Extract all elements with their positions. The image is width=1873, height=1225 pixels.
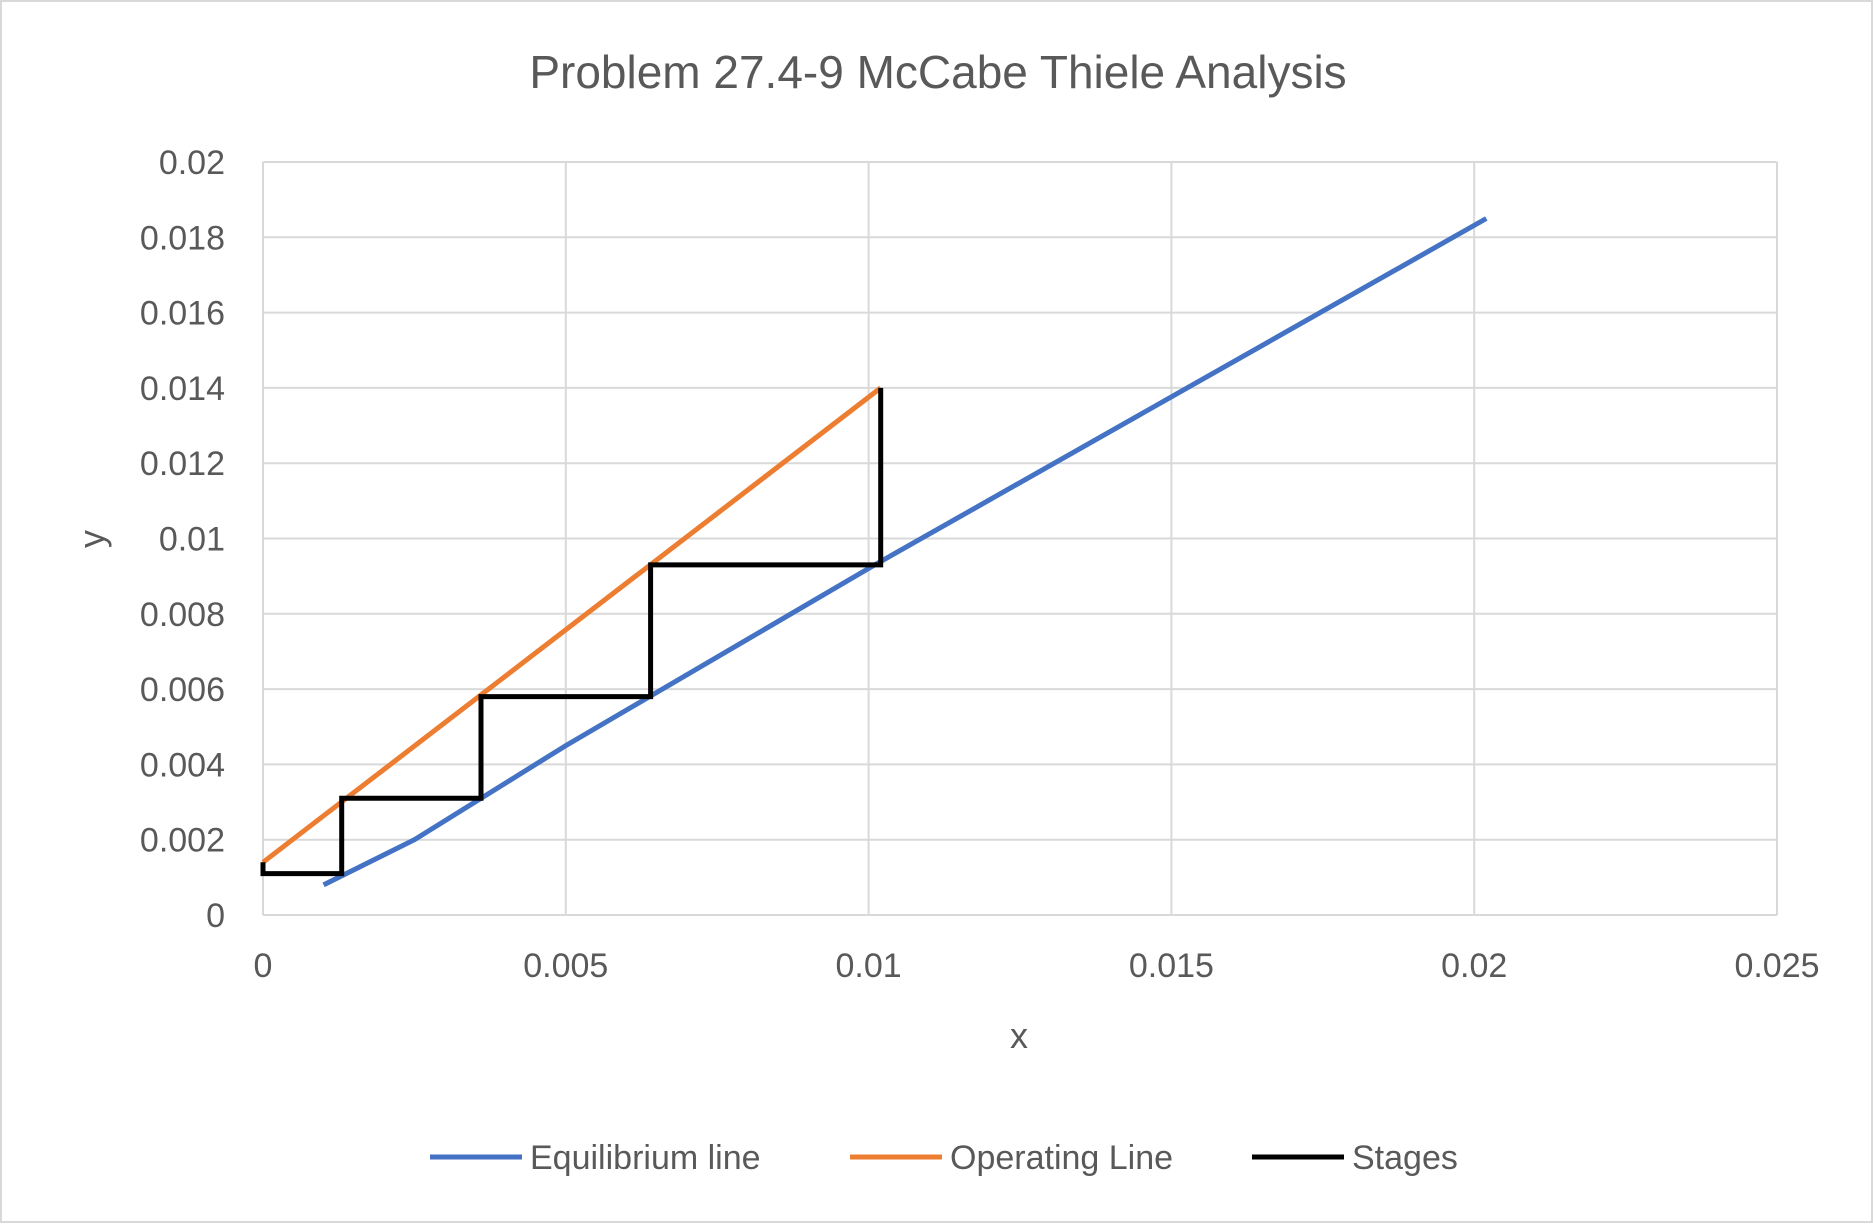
- x-axis-title: x: [1010, 1015, 1028, 1056]
- legend-item-stages: Stages: [1252, 1139, 1458, 1177]
- series-operating-line: [261, 385, 883, 865]
- chart-title: Problem 27.4-9 McCabe Thiele Analysis: [529, 46, 1346, 98]
- y-tick-label: 0.014: [140, 370, 225, 408]
- legend-label: Stages: [1352, 1139, 1458, 1177]
- x-tick-label: 0.005: [523, 947, 608, 985]
- x-tick-label: 0.025: [1734, 947, 1819, 985]
- y-tick-label: 0.008: [140, 596, 225, 634]
- series-equilibrium-line: [322, 216, 1488, 888]
- legend-label: Operating Line: [950, 1139, 1173, 1177]
- x-tick-label: 0.02: [1441, 947, 1507, 985]
- x-tick-label: 0.01: [836, 947, 902, 985]
- series-stages: [260, 387, 884, 877]
- y-tick-label: 0.006: [140, 671, 225, 709]
- y-tick-label: 0.016: [140, 295, 225, 333]
- y-tick-label: 0.02: [159, 144, 225, 182]
- legend-label: Equilibrium line: [530, 1139, 761, 1177]
- legend: Equilibrium line Operating Line Stages: [430, 1139, 1458, 1177]
- x-axis-ticks: 0 0.005 0.01 0.015 0.02 0.025: [254, 947, 1820, 985]
- y-axis-ticks: 0 0.002 0.004 0.006 0.008 0.01 0.012 0.014 0.016…: [140, 144, 225, 935]
- x-tick-label: 0.015: [1129, 947, 1214, 985]
- gridlines: [262, 161, 1778, 916]
- series-lines: [260, 216, 1488, 888]
- y-axis-title: y: [71, 530, 112, 548]
- y-tick-label: 0.012: [140, 445, 225, 483]
- x-tick-label: 0: [254, 947, 273, 985]
- y-tick-label: 0.01: [159, 521, 225, 559]
- y-tick-label: 0.002: [140, 822, 225, 860]
- legend-item-equilibrium-line: Equilibrium line: [430, 1139, 761, 1177]
- y-tick-label: 0.018: [140, 219, 225, 257]
- legend-item-operating-line: Operating Line: [850, 1139, 1173, 1177]
- y-tick-label: 0.004: [140, 746, 225, 784]
- y-tick-label: 0: [206, 897, 225, 935]
